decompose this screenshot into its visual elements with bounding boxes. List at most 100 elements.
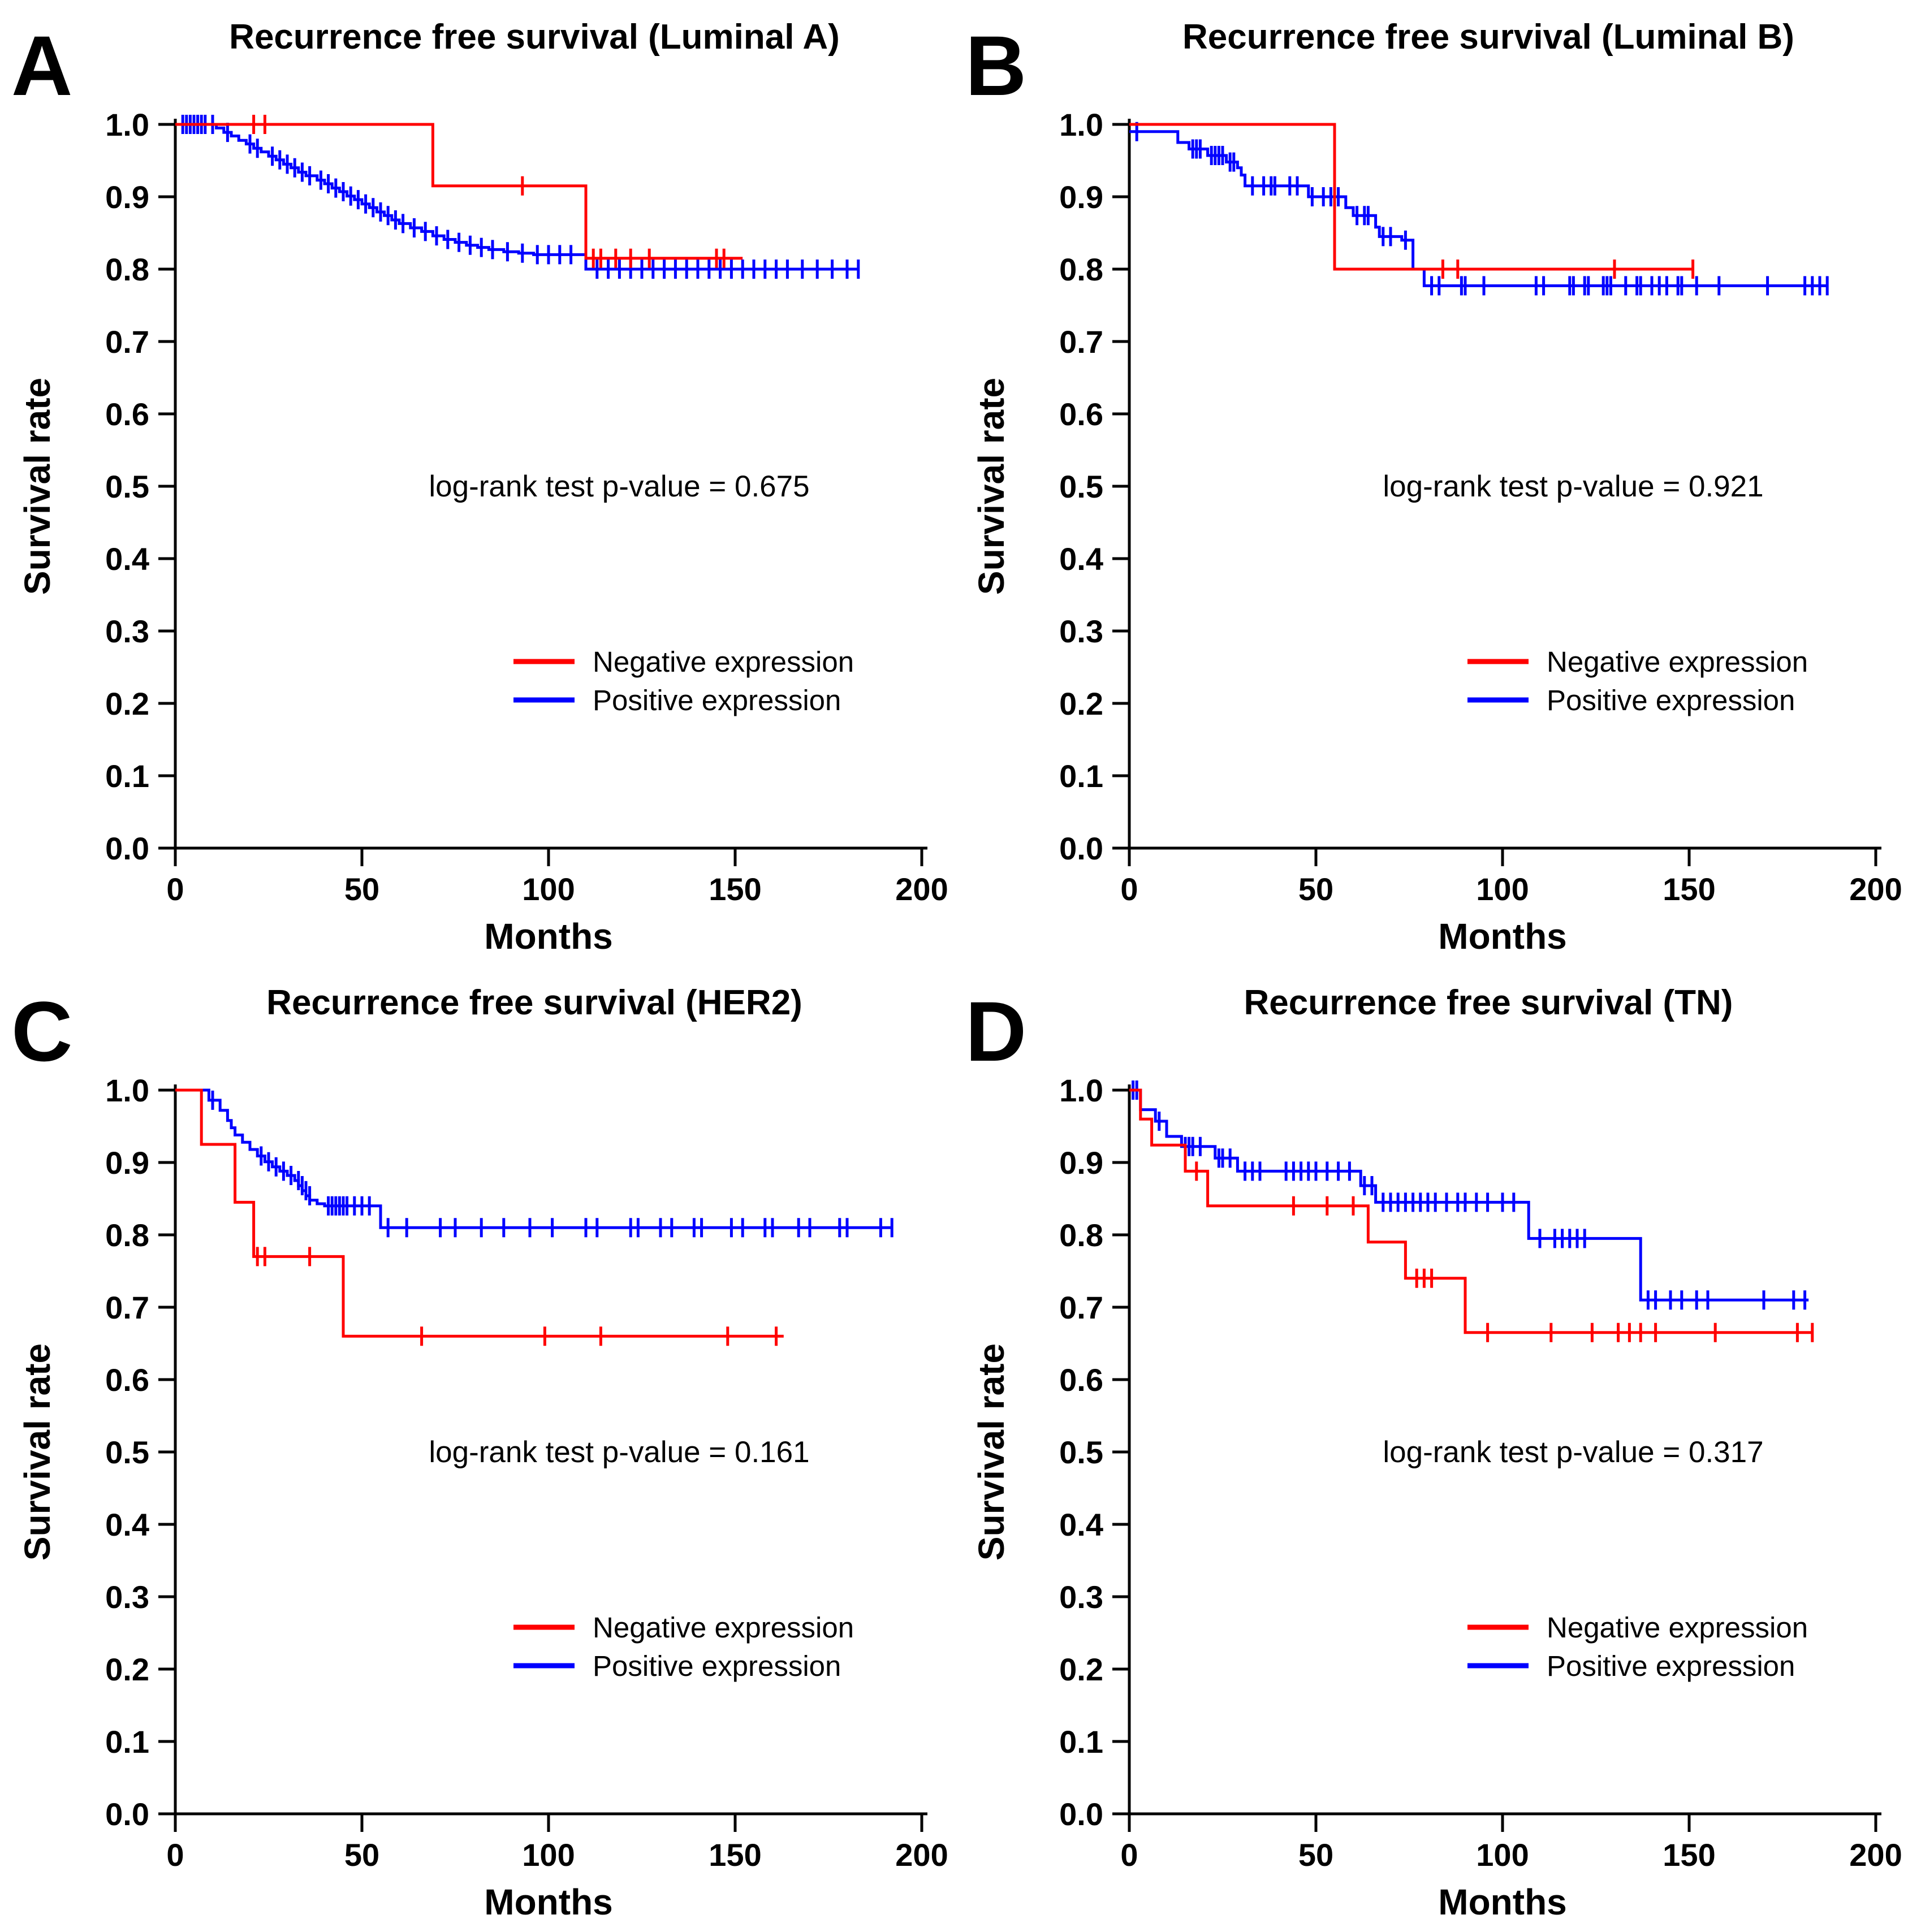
y-tick-label: 0.0 bbox=[1059, 1796, 1103, 1832]
y-tick-label: 0.7 bbox=[1059, 324, 1103, 360]
x-axis-title: Months bbox=[1438, 1882, 1567, 1922]
p-value-text: log-rank test p-value = 0.161 bbox=[429, 1436, 809, 1469]
y-tick-label: 0.1 bbox=[1059, 1724, 1103, 1760]
y-tick-label: 0.3 bbox=[105, 1579, 149, 1615]
legend-label-positive: Positive expression bbox=[1547, 1650, 1795, 1682]
y-tick-label: 0.4 bbox=[105, 1507, 149, 1542]
x-tick-label: 0 bbox=[166, 871, 184, 907]
censor-marks-negative bbox=[252, 115, 726, 268]
survival-curves bbox=[1129, 1080, 1814, 1342]
legend-label-negative: Negative expression bbox=[1547, 1611, 1808, 1644]
y-tick-label: 0.0 bbox=[105, 1796, 149, 1832]
legend-label-positive: Positive expression bbox=[1547, 684, 1795, 716]
x-tick-label: 150 bbox=[1663, 871, 1715, 907]
y-axis-title: Survival rate bbox=[971, 1343, 1012, 1561]
y-tick-label: 0.1 bbox=[105, 1724, 149, 1760]
panel-b: B Recurrence free survival (Luminal B) 1… bbox=[954, 0, 1908, 966]
panel-letter: D bbox=[965, 984, 1026, 1079]
censor-marks-positive bbox=[211, 1090, 893, 1238]
censor-marks-negative bbox=[1441, 260, 1695, 279]
axes: 1.0 0.9 0.8 0.7 0.6 0.5 0.4 0.3 0.2 0.1 0.0 0 50 100 1… bbox=[1059, 107, 1902, 907]
y-tick-label: 0.4 bbox=[1059, 541, 1103, 577]
panel-c-plot: C Recurrence free survival (HER2) 1.0 0.9… bbox=[11, 983, 948, 1922]
y-tick-label: 0.5 bbox=[105, 1434, 149, 1470]
panel-letter: A bbox=[11, 18, 72, 113]
y-tick-label: 0.2 bbox=[1059, 1652, 1103, 1687]
y-tick-label: 0.9 bbox=[105, 1145, 149, 1181]
y-tick-label: 0.8 bbox=[105, 1217, 149, 1253]
x-tick-label: 150 bbox=[709, 871, 761, 907]
panel-title: Recurrence free survival (HER2) bbox=[266, 983, 802, 1022]
y-tick-label: 1.0 bbox=[105, 107, 149, 142]
x-tick-label: 100 bbox=[1476, 1837, 1529, 1873]
y-tick-label: 0.6 bbox=[105, 396, 149, 432]
y-tick-label: 0.2 bbox=[105, 686, 149, 721]
km-curve-positive bbox=[1129, 1088, 1809, 1302]
legend-label-positive: Positive expression bbox=[593, 684, 841, 716]
y-tick-label: 0.8 bbox=[105, 252, 149, 287]
y-tick-label: 0.4 bbox=[105, 541, 149, 577]
x-tick-label: 0 bbox=[1120, 871, 1138, 907]
legend-label-positive: Positive expression bbox=[593, 1650, 841, 1682]
panel-b-plot: B Recurrence free survival (Luminal B) 1… bbox=[965, 18, 1902, 957]
x-tick-label: 100 bbox=[522, 871, 575, 907]
x-tick-label: 150 bbox=[1663, 1837, 1715, 1873]
km-curve-positive bbox=[175, 1088, 892, 1229]
legend: Negative expression Positive expression bbox=[513, 1611, 854, 1682]
censor-marks-negative bbox=[1195, 1161, 1814, 1342]
x-tick-label: 50 bbox=[1298, 1837, 1333, 1873]
survival-curves bbox=[1129, 122, 1829, 296]
axes: 1.0 0.9 0.8 0.7 0.6 0.5 0.4 0.3 0.2 0.1 0.0 0 50 100 1… bbox=[105, 1073, 948, 1873]
y-axis-title: Survival rate bbox=[971, 378, 1012, 595]
panel-a: A Recurrence free survival (Luminal A) 1… bbox=[0, 0, 954, 966]
legend-label-negative: Negative expression bbox=[1547, 646, 1808, 678]
km-curve-positive bbox=[1129, 130, 1828, 287]
x-axis-title: Months bbox=[1438, 916, 1567, 957]
p-value-text: log-rank test p-value = 0.317 bbox=[1383, 1436, 1763, 1469]
panel-title: Recurrence free survival (TN) bbox=[1244, 983, 1733, 1022]
p-value-text: log-rank test p-value = 0.921 bbox=[1383, 470, 1763, 503]
y-tick-label: 0.8 bbox=[1059, 252, 1103, 287]
x-tick-label: 200 bbox=[895, 871, 948, 907]
panel-letter: C bbox=[11, 984, 72, 1079]
legend: Negative expression Positive expression bbox=[1467, 646, 1808, 716]
y-tick-label: 1.0 bbox=[1059, 1073, 1103, 1108]
y-tick-label: 0.6 bbox=[1059, 1362, 1103, 1398]
panel-c: C Recurrence free survival (HER2) 1.0 0.9… bbox=[0, 966, 954, 1931]
y-tick-label: 0.9 bbox=[1059, 179, 1103, 215]
x-tick-label: 200 bbox=[1849, 871, 1902, 907]
y-tick-label: 0.0 bbox=[1059, 831, 1103, 866]
km-curve-negative bbox=[175, 1088, 784, 1338]
panel-title: Recurrence free survival (Luminal A) bbox=[229, 18, 840, 57]
y-tick-label: 0.4 bbox=[1059, 1507, 1103, 1542]
y-tick-label: 0.9 bbox=[105, 179, 149, 215]
y-tick-label: 0.8 bbox=[1059, 1217, 1103, 1253]
survival-curves bbox=[175, 1088, 893, 1346]
x-tick-label: 0 bbox=[1120, 1837, 1138, 1873]
survival-curves bbox=[175, 115, 860, 279]
y-tick-label: 0.5 bbox=[1059, 1434, 1103, 1470]
y-axis-title: Survival rate bbox=[17, 378, 58, 595]
x-tick-label: 200 bbox=[1849, 1837, 1902, 1873]
x-axis-title: Months bbox=[484, 916, 613, 957]
y-tick-label: 0.1 bbox=[1059, 758, 1103, 794]
km-curve-negative bbox=[1129, 1088, 1812, 1334]
axes: 1.0 0.9 0.8 0.7 0.6 0.5 0.4 0.3 0.2 0.1 0.0 0 50 100 1… bbox=[1059, 1073, 1902, 1873]
x-axis-title: Months bbox=[484, 1882, 613, 1922]
y-tick-label: 0.2 bbox=[105, 1652, 149, 1687]
y-axis-title: Survival rate bbox=[17, 1343, 58, 1561]
censor-marks-positive bbox=[1132, 1080, 1807, 1310]
x-tick-label: 0 bbox=[166, 1837, 184, 1873]
y-tick-label: 0.5 bbox=[1059, 469, 1103, 504]
legend: Negative expression Positive expression bbox=[1467, 1611, 1808, 1682]
legend-label-negative: Negative expression bbox=[593, 1611, 854, 1644]
censor-marks-negative bbox=[256, 1247, 778, 1346]
y-tick-label: 0.1 bbox=[105, 758, 149, 794]
panel-title: Recurrence free survival (Luminal B) bbox=[1182, 18, 1794, 57]
y-tick-label: 0.6 bbox=[1059, 396, 1103, 432]
km-curve-negative bbox=[1129, 123, 1693, 271]
y-tick-label: 0.6 bbox=[105, 1362, 149, 1398]
x-tick-label: 150 bbox=[709, 1837, 761, 1873]
p-value-text: log-rank test p-value = 0.675 bbox=[429, 470, 809, 503]
